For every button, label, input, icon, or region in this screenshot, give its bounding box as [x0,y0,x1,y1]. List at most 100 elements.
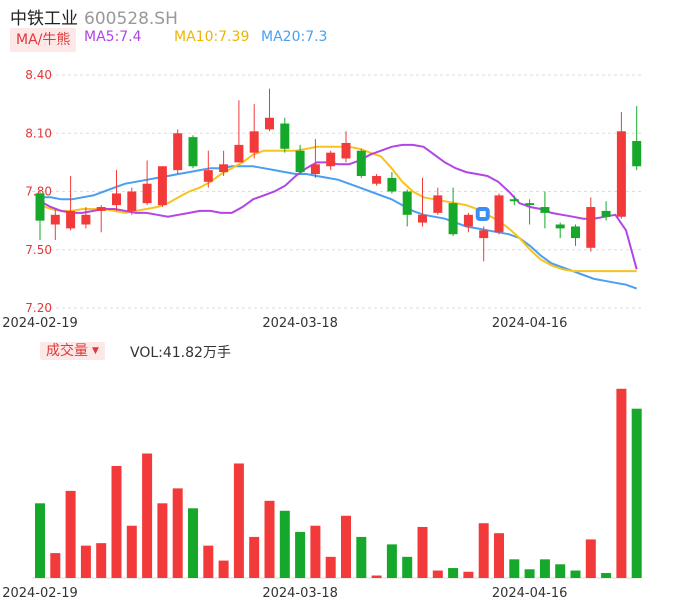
volume-bar [386,544,397,578]
x-tick-label: 2024-02-19 [2,316,78,331]
candle-body [127,191,137,211]
volume-bar [142,453,153,578]
volume-bar [509,559,520,578]
y-tick-label: 8.40 [25,68,52,82]
x-tick-label: 2024-04-16 [492,316,568,331]
volume-bar [310,525,321,578]
candle-body [571,226,580,239]
candle-body [66,210,76,229]
volume-bar [218,560,229,578]
candle-body [265,117,274,130]
volume-bar [448,568,459,578]
volume-bar [570,570,581,578]
volume-bar [432,570,443,578]
candle-body [249,131,259,153]
candle-body [616,131,626,217]
candle-body [402,191,412,215]
candle-body [479,230,489,239]
stock-name: 中铁工业 [10,9,78,29]
candle-body [142,183,152,204]
stock-title: 中铁工业 600528.SH [10,4,178,29]
volume-bar [279,510,290,578]
candle-body [96,207,106,211]
volume-bar [478,523,489,578]
volume-x-tick-label: 2024-03-18 [262,586,338,601]
volume-bar [539,559,550,578]
candle-body [326,152,336,167]
candle-body [81,214,91,225]
volume-bar [356,536,367,578]
y-tick-label: 7.80 [25,185,52,199]
volume-bar [616,388,627,578]
y-tick-label: 7.50 [25,243,52,257]
volume-bar [295,531,306,578]
volume-bar [524,569,535,578]
event-marker-glyph [479,211,486,217]
stock-code: 600528.SH [84,9,178,29]
volume-bar [601,573,612,578]
volume-x-tick-label: 2024-04-16 [492,586,568,601]
candle-body [280,123,290,149]
candle-body [157,166,167,206]
volume-bar [172,488,183,578]
candle-body [173,133,183,171]
volume-bar [402,556,413,578]
ma-selector-button[interactable]: MA/牛熊 [10,28,77,52]
volume-bar [157,503,168,578]
candle-body [112,193,121,206]
volume-x-tick-label: 2024-02-19 [2,586,78,601]
volume-bar [371,575,382,578]
volume-bar [126,525,137,578]
candle-body [525,203,535,206]
volume-selector-label: 成交量 [46,343,88,359]
volume-bar [65,490,76,578]
candle-body [310,164,320,175]
candle-body [463,214,473,227]
volume-bar [111,465,122,578]
candle-body [234,144,244,163]
volume-bar [494,533,504,578]
volume-bar [233,463,244,578]
x-tick-label: 2024-03-18 [262,316,338,331]
candle-body [387,177,397,192]
candle-body [418,214,427,223]
candle-body [601,210,611,217]
ma10-line [39,145,637,273]
y-tick-label: 7.20 [25,301,52,315]
volume-selector-button[interactable]: 成交量 ▼ [40,342,105,360]
volume-bar [264,500,275,578]
candle-body [188,137,198,167]
volume-bar [80,545,91,578]
candle-body [50,214,60,225]
ma5-legend: MA5:7.4 [84,29,142,45]
candle-body [494,195,504,233]
volume-bar [188,508,198,578]
volume-bar [96,543,107,578]
candle-body [341,142,351,159]
ma20-legend: MA20:7.3 [261,29,328,45]
candle-body [540,207,550,213]
candle-body [555,224,565,229]
volume-bar [555,564,566,578]
volume-bar [585,539,596,578]
candle-body [586,207,596,248]
candle-body [509,199,519,202]
candle-body [356,150,366,176]
y-tick-label: 8.10 [25,126,52,140]
ma10-legend: MA10:7.39 [174,29,250,45]
ma20-line [40,165,638,290]
candle-body [448,203,458,235]
candle-body [372,175,382,184]
candle-body [433,195,443,213]
volume-bar [463,571,474,578]
volume-bar [631,408,642,578]
candle-body [219,164,229,173]
volume-bar [325,556,336,578]
volume-bar [417,526,428,578]
candle-body [35,193,45,221]
volume-bar [35,503,45,578]
volume-readout: VOL:41.82万手 [130,345,231,361]
volume-bar [341,515,351,578]
dropdown-caret-icon: ▼ [92,346,99,356]
